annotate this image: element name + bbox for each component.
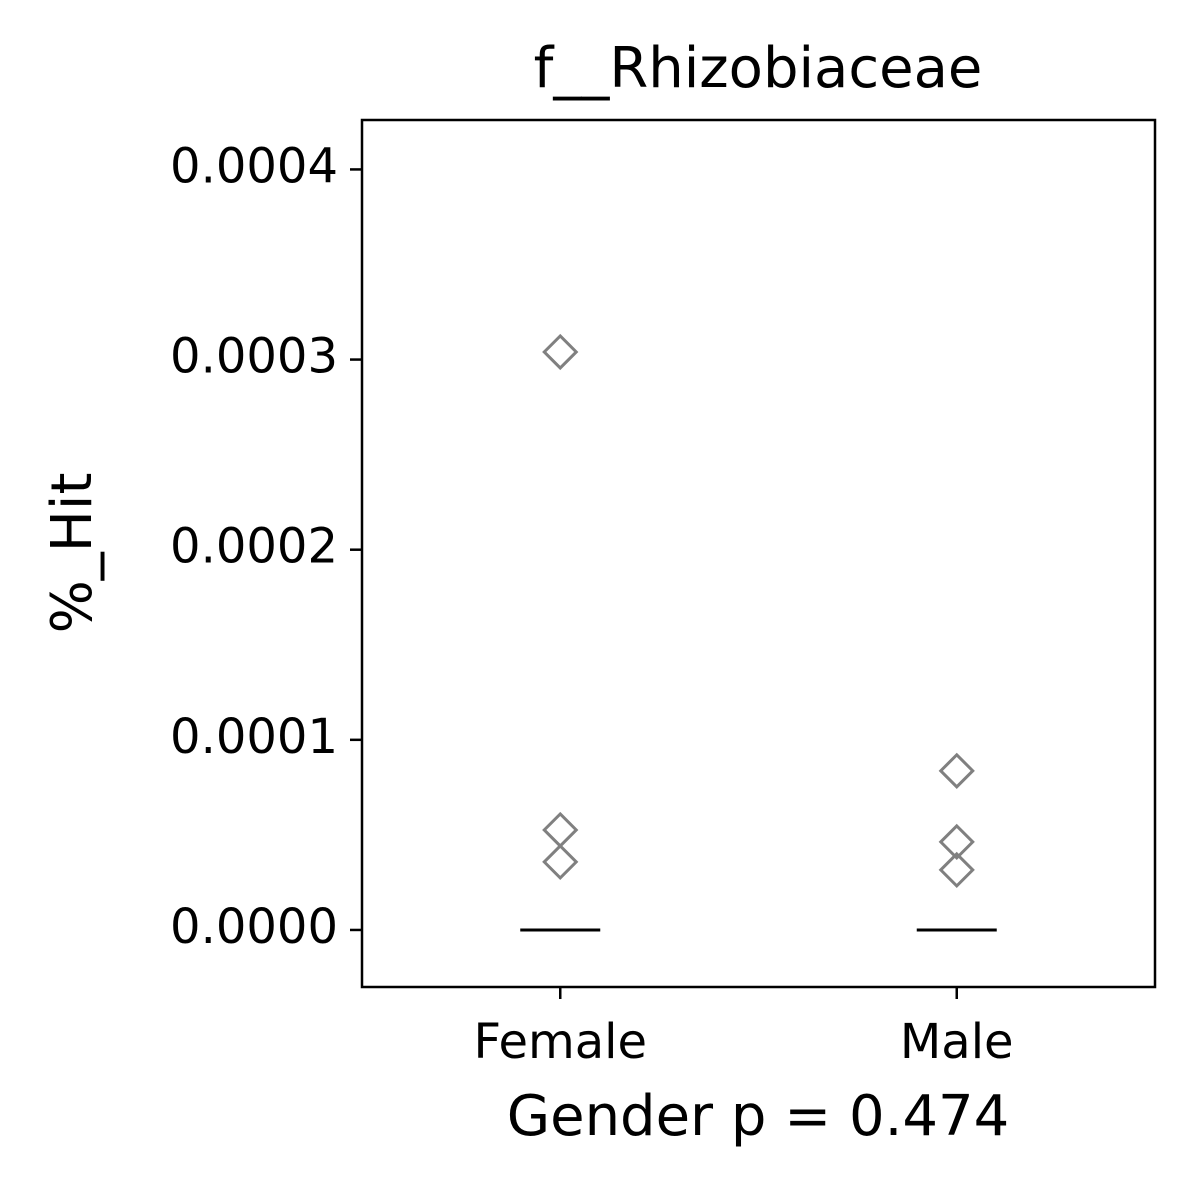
y-tick-label: 0.0003	[170, 329, 338, 385]
y-axis-label: %_Hit	[40, 473, 105, 634]
x-tick-label: Female	[473, 1014, 647, 1070]
plot-frame	[360, 118, 1157, 989]
data-point	[542, 843, 579, 881]
y-tick-label: 0.0000	[170, 899, 338, 955]
x-axis-label: Gender p = 0.474	[507, 1084, 1010, 1149]
chart-title: f__Rhizobiaceae	[534, 36, 983, 101]
data-point	[938, 752, 975, 789]
y-tick-label: 0.0001	[170, 709, 338, 765]
y-tick-label: 0.0004	[170, 138, 338, 194]
data-point	[542, 811, 579, 849]
data-point	[542, 333, 579, 371]
y-tick-label: 0.0002	[170, 519, 338, 575]
x-tick-label: Male	[900, 1014, 1014, 1070]
data-point	[938, 851, 975, 889]
data-point	[938, 823, 975, 861]
